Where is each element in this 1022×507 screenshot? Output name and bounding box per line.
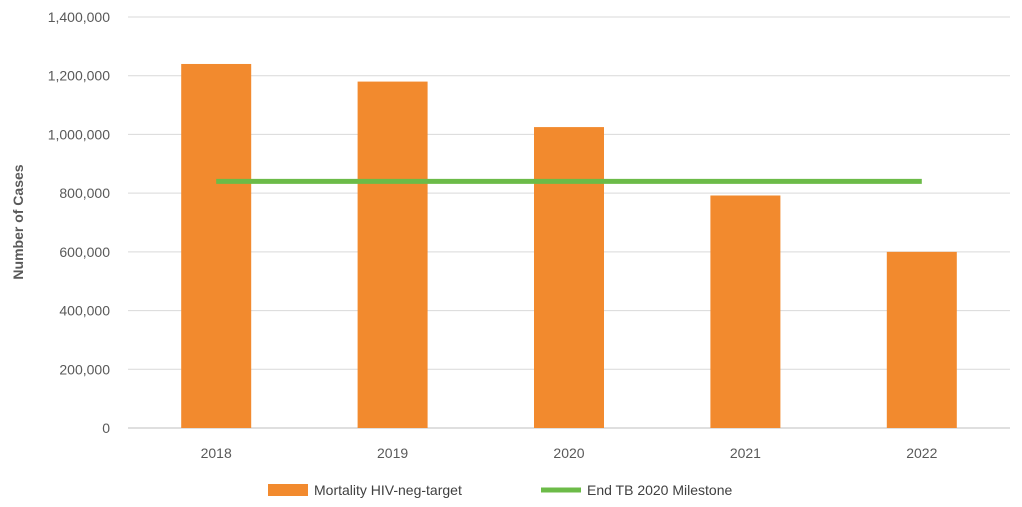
y-tick-label: 400,000: [59, 303, 110, 319]
bar-2019: [358, 82, 428, 428]
y-tick-label: 1,200,000: [48, 68, 110, 84]
bar-2018: [181, 64, 251, 428]
legend-line-label: End TB 2020 Milestone: [587, 482, 732, 498]
y-tick-label: 800,000: [59, 185, 110, 201]
y-axis-ticks: 0 200,000 400,000 600,000 800,000 1,000,000 1,…: [48, 9, 111, 436]
y-axis-title: Number of Cases: [10, 164, 26, 279]
y-tick-label: 1,400,000: [48, 9, 110, 25]
legend-bar-label: Mortality HIV-neg-target: [314, 482, 462, 498]
x-axis-ticks: 2018 2019 2020 2021 2022: [201, 445, 938, 461]
x-tick-label: 2019: [377, 445, 408, 461]
bar-2020: [534, 127, 604, 428]
x-tick-label: 2018: [201, 445, 232, 461]
x-tick-label: 2022: [906, 445, 937, 461]
y-tick-label: 1,000,000: [48, 126, 110, 142]
bars: [181, 64, 957, 428]
bar-2021: [710, 195, 780, 428]
bar-2022: [887, 252, 957, 428]
x-tick-label: 2021: [730, 445, 761, 461]
y-tick-label: 200,000: [59, 361, 110, 377]
y-tick-label: 600,000: [59, 244, 110, 260]
legend-bar-swatch: [268, 484, 308, 496]
x-tick-label: 2020: [553, 445, 584, 461]
y-tick-label: 0: [102, 420, 110, 436]
legend: Mortality HIV-neg-target End TB 2020 Mil…: [268, 482, 732, 498]
